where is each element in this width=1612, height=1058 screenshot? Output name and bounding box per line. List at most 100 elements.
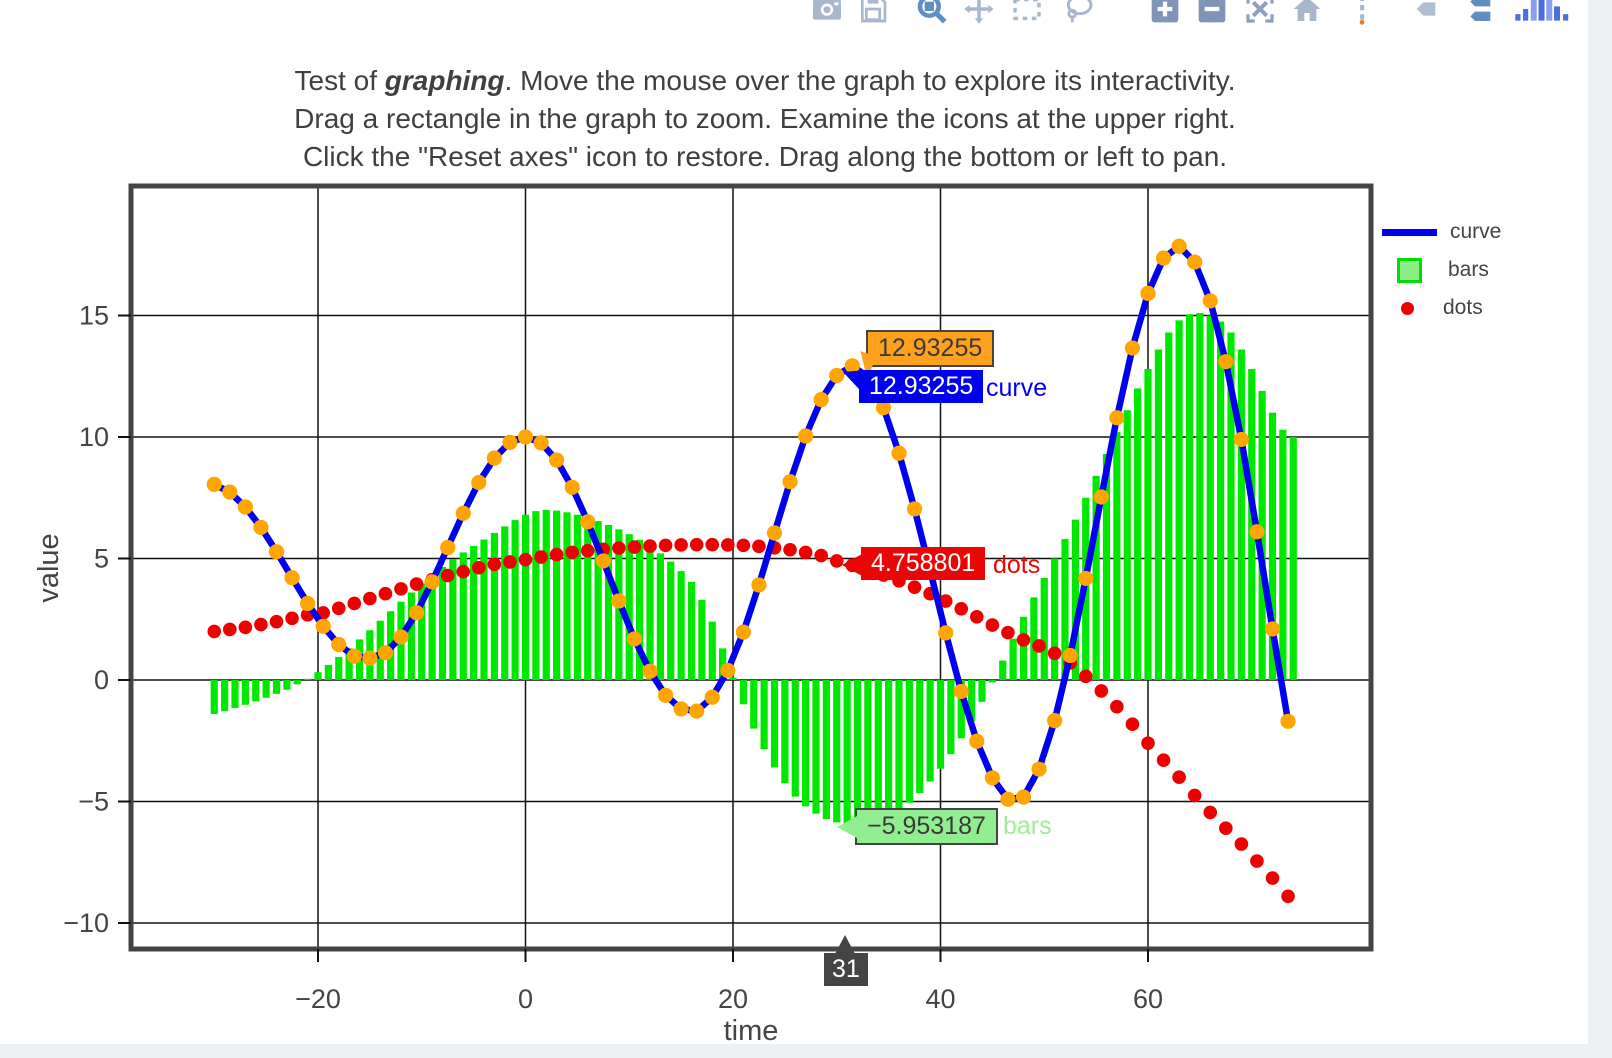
- dot-marker: [549, 547, 564, 562]
- dot-marker: [627, 540, 642, 554]
- save-icon[interactable]: [856, 0, 890, 25]
- bar: [1019, 616, 1028, 680]
- bar: [999, 660, 1007, 680]
- bar: [262, 680, 270, 698]
- bar: [314, 672, 322, 680]
- bar: [1165, 332, 1173, 680]
- bar: [968, 680, 976, 722]
- bar: [1071, 519, 1079, 680]
- curve-marker: [1171, 238, 1187, 254]
- curve-marker: [611, 593, 627, 609]
- dot-marker: [347, 596, 362, 611]
- curve-series[interactable]: [206, 238, 1296, 807]
- curve-marker: [408, 605, 425, 621]
- dot-marker: [503, 555, 517, 569]
- legend-label-bars: bars: [1448, 258, 1489, 281]
- dot-marker: [1078, 669, 1093, 684]
- curve-marker: [1218, 354, 1234, 370]
- curve-marker: [362, 650, 378, 666]
- x-tick-label: 20: [718, 984, 748, 1014]
- hover-compare-icon[interactable]: [1460, 0, 1494, 25]
- curve-marker: [486, 450, 502, 466]
- plotly-logo-icon[interactable]: [1514, 0, 1576, 25]
- autoscale-icon[interactable]: [1243, 0, 1277, 25]
- bar: [428, 575, 436, 680]
- curve-marker: [1249, 524, 1265, 540]
- curve-marker: [440, 539, 456, 556]
- dot-marker: [285, 611, 299, 626]
- bar: [324, 664, 332, 680]
- camera-icon[interactable]: [810, 0, 844, 25]
- bar: [1102, 454, 1111, 680]
- curve-marker: [642, 663, 658, 679]
- curve-marker: [268, 544, 285, 560]
- bar: [438, 567, 447, 680]
- curve-marker: [1233, 431, 1249, 448]
- home-icon[interactable]: [1290, 0, 1324, 25]
- curve-marker: [331, 636, 347, 653]
- curve-marker: [938, 625, 954, 641]
- plot-frame[interactable]: [128, 183, 1374, 952]
- legend-item-curve[interactable]: curve: [1382, 213, 1582, 251]
- bar: [1061, 539, 1069, 680]
- curve-marker: [1187, 254, 1203, 270]
- bar: [252, 680, 260, 702]
- box-select-icon[interactable]: [1010, 0, 1044, 25]
- dot-marker: [829, 554, 844, 568]
- bar: [916, 680, 924, 793]
- curve-marker: [580, 514, 596, 530]
- dot-marker: [1250, 854, 1264, 868]
- curve-marker: [766, 525, 783, 541]
- bar: [988, 680, 996, 683]
- dot-marker: [440, 568, 455, 583]
- page-right-gutter: [1588, 0, 1612, 1058]
- bar: [480, 539, 488, 680]
- zoom-icon[interactable]: [915, 0, 949, 25]
- bar: [604, 524, 613, 680]
- curve-marker: [315, 618, 331, 634]
- curve-marker: [455, 505, 471, 521]
- bars-series[interactable]: [210, 313, 1297, 826]
- pan-icon[interactable]: [962, 0, 996, 25]
- y-tick-label: 10: [79, 422, 109, 452]
- bar: [646, 546, 654, 680]
- dot-marker: [1016, 633, 1031, 647]
- bar: [1134, 388, 1142, 680]
- curve-marker: [300, 595, 316, 612]
- legend-item-bars[interactable]: bars: [1382, 251, 1582, 289]
- curve-marker: [1031, 761, 1047, 777]
- bar: [874, 680, 882, 823]
- curve-marker: [969, 733, 985, 749]
- tick-marks: [118, 314, 1149, 962]
- curve-marker: [751, 577, 767, 593]
- bar: [470, 545, 478, 680]
- bar: [241, 680, 249, 705]
- bar: [511, 520, 519, 680]
- dot-marker: [580, 543, 595, 558]
- dot-marker: [534, 550, 548, 564]
- spikelines-icon[interactable]: [1345, 0, 1379, 25]
- lasso-icon[interactable]: [1062, 0, 1096, 25]
- zoom-in-icon[interactable]: [1148, 0, 1182, 25]
- hover-closest-icon[interactable]: [1405, 0, 1439, 25]
- zoom-out-icon[interactable]: [1195, 0, 1229, 25]
- dot-marker: [472, 560, 486, 575]
- dot-marker: [1281, 889, 1295, 904]
- bar: [283, 680, 291, 690]
- bar: [449, 559, 457, 680]
- bar: [812, 680, 820, 814]
- dot-marker: [954, 602, 969, 616]
- curve-marker: [284, 570, 300, 586]
- dot-marker: [1234, 837, 1249, 851]
- dot-marker: [1094, 684, 1109, 698]
- dot-marker: [907, 580, 922, 594]
- bar: [335, 656, 343, 680]
- dot-marker: [721, 538, 735, 552]
- bar: [1206, 315, 1214, 680]
- y-tick-label: −10: [63, 908, 109, 938]
- legend-item-dots[interactable]: dots: [1382, 289, 1582, 327]
- curve-marker: [533, 435, 549, 451]
- curve-marker: [875, 399, 892, 416]
- bar: [770, 680, 779, 768]
